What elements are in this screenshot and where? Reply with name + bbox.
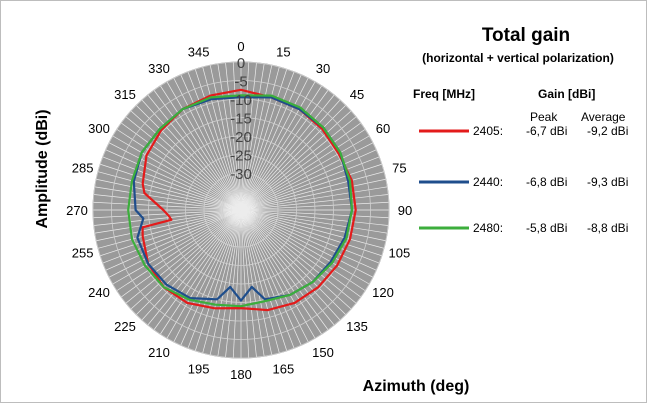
series-line-2480 xyxy=(127,94,354,308)
angle-label-270: 270 xyxy=(66,203,88,218)
legend-freq-header: Freq [MHz] xyxy=(413,87,475,101)
angle-label-180: 180 xyxy=(230,367,252,382)
series-layer xyxy=(127,88,357,312)
legend-label-2480: 2480: xyxy=(473,221,503,235)
angle-label-135: 135 xyxy=(346,319,368,334)
ring-gridline xyxy=(203,172,279,248)
angle-label-255: 255 xyxy=(72,245,94,260)
ring-gridline xyxy=(185,154,297,266)
chart-title: Total gain xyxy=(482,25,570,46)
angle-label-45: 45 xyxy=(350,87,364,102)
angle-label-30: 30 xyxy=(316,61,330,76)
legend-peak-header: Peak xyxy=(530,110,558,124)
radial-label: -10 xyxy=(230,92,252,109)
legend-average-header: Average xyxy=(581,110,626,124)
angle-label-210: 210 xyxy=(148,345,170,360)
radial-label: -30 xyxy=(230,166,252,183)
angle-label-105: 105 xyxy=(389,245,411,260)
radial-label: 0 xyxy=(237,55,245,72)
ring-gridline xyxy=(92,61,390,359)
angle-label-60: 60 xyxy=(376,121,390,136)
angle-label-120: 120 xyxy=(372,285,394,300)
angle-label-300: 300 xyxy=(88,121,110,136)
legend-average-2480: -8,8 dBi xyxy=(587,221,628,235)
angle-label-15: 15 xyxy=(276,45,290,60)
angle-label-195: 195 xyxy=(188,361,210,376)
polar-grid xyxy=(92,61,390,359)
angle-labels: 0 15 30 45 60 75 90 105 120 135 150 165 180 195 210 225… xyxy=(66,39,412,382)
legend-gain-header: Gain [dBi] xyxy=(538,87,595,101)
legend-peak-2440: -6,8 dBi xyxy=(526,175,567,189)
chart-subtitle: (horizontal + vertical polarization) xyxy=(422,51,614,65)
ring-gridline xyxy=(222,191,260,229)
radial-label: -20 xyxy=(230,129,252,146)
angle-label-225: 225 xyxy=(114,319,136,334)
legend-peak-2480: -5,8 dBi xyxy=(526,221,567,235)
legend-label-2405: 2405: xyxy=(473,124,503,138)
angle-label-165: 165 xyxy=(273,361,295,376)
radial-label: -25 xyxy=(230,148,252,165)
angle-label-90: 90 xyxy=(398,203,412,218)
angle-label-240: 240 xyxy=(88,285,110,300)
ring-gridline xyxy=(166,135,316,285)
angle-label-285: 285 xyxy=(72,161,94,176)
y-axis-title: Amplitude (dBi) xyxy=(34,109,51,228)
ring-gridline xyxy=(148,117,334,303)
legend-average-2440: -9,3 dBi xyxy=(587,175,628,189)
legend-label-2440: 2440: xyxy=(473,175,503,189)
angle-label-345: 345 xyxy=(188,45,210,60)
angle-label-315: 315 xyxy=(114,87,136,102)
x-axis-title: Azimuth (deg) xyxy=(363,378,470,395)
angle-label-330: 330 xyxy=(148,61,170,76)
angle-label-75: 75 xyxy=(392,161,406,176)
legend-peak-2405: -6,7 dBi xyxy=(526,124,567,138)
legend: 2405: -6,7 dBi -9,2 dBi 2440: -6,8 dBi -9,3 d… xyxy=(419,124,628,235)
radial-label: -15 xyxy=(230,111,252,128)
ring-gridline xyxy=(111,80,371,340)
legend-average-2405: -9,2 dBi xyxy=(587,124,628,138)
radial-label: -5 xyxy=(234,74,247,91)
angle-label-150: 150 xyxy=(312,345,334,360)
radial-labels: 0 -5-10 -15-20 -25-30 xyxy=(230,55,252,183)
angle-label-0: 0 xyxy=(237,39,244,54)
